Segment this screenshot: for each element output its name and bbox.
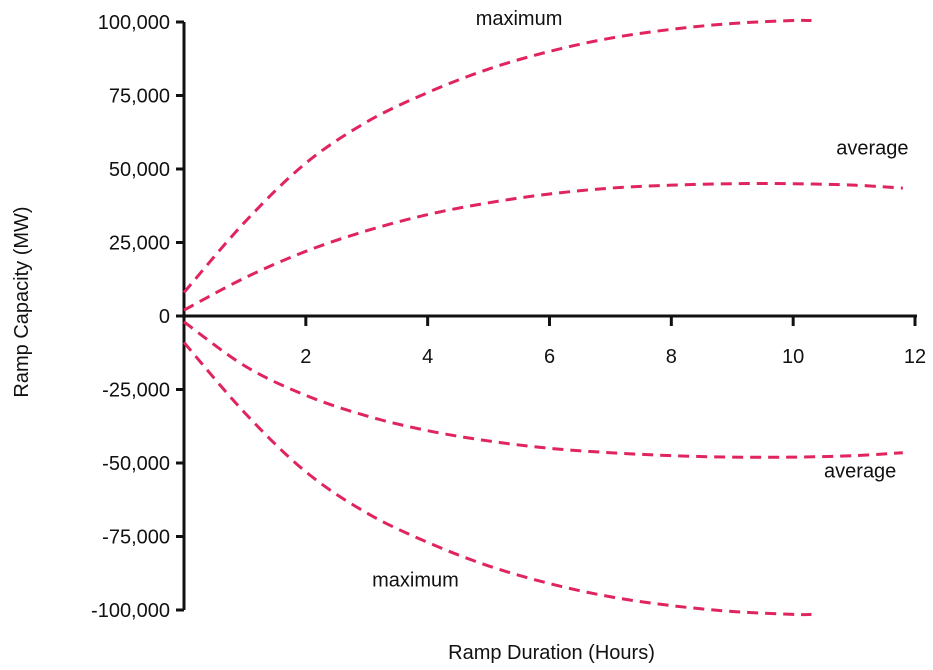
y-tick-label: 75,000 <box>109 86 170 108</box>
y-tick-label: 100,000 <box>98 12 170 34</box>
annotation-label: average <box>836 137 908 159</box>
y-tick-label: -50,000 <box>102 453 170 475</box>
x-tick-label: 4 <box>422 346 433 368</box>
axes-layer: 100,000 75,000 50,000 25,000 0 -25,000 -50,000… <box>91 12 926 622</box>
x-tick-label: 12 <box>904 346 926 368</box>
y-tick-label: 0 <box>159 306 170 328</box>
x-tick-label: 2 <box>300 346 311 368</box>
y-tick-label: 50,000 <box>109 159 170 181</box>
series-layer <box>182 18 903 617</box>
y-tick-label: -25,000 <box>102 380 170 402</box>
x-axis-title: Ramp Duration (Hours) <box>448 642 655 664</box>
x-tick-label: 8 <box>666 346 677 368</box>
y-axis-title: Ramp Capacity (MW) <box>11 206 33 397</box>
y-tick-label: 25,000 <box>109 233 170 255</box>
series-curve-4 <box>182 341 812 617</box>
series-curve-3 <box>183 320 903 459</box>
y-tick-label: -75,000 <box>102 527 170 549</box>
x-tick-label: 6 <box>544 346 555 368</box>
label-layer: Ramp Duration (Hours) Ramp Capacity (MW) m… <box>11 8 908 664</box>
y-tick-label: -100,000 <box>91 600 170 622</box>
annotation-label: maximum <box>476 8 563 30</box>
annotation-label: average <box>824 461 896 483</box>
series-curve-2 <box>183 182 903 312</box>
x-tick-label: 10 <box>782 346 804 368</box>
series-curve-1 <box>182 18 812 294</box>
annotation-label: maximum <box>372 569 459 591</box>
